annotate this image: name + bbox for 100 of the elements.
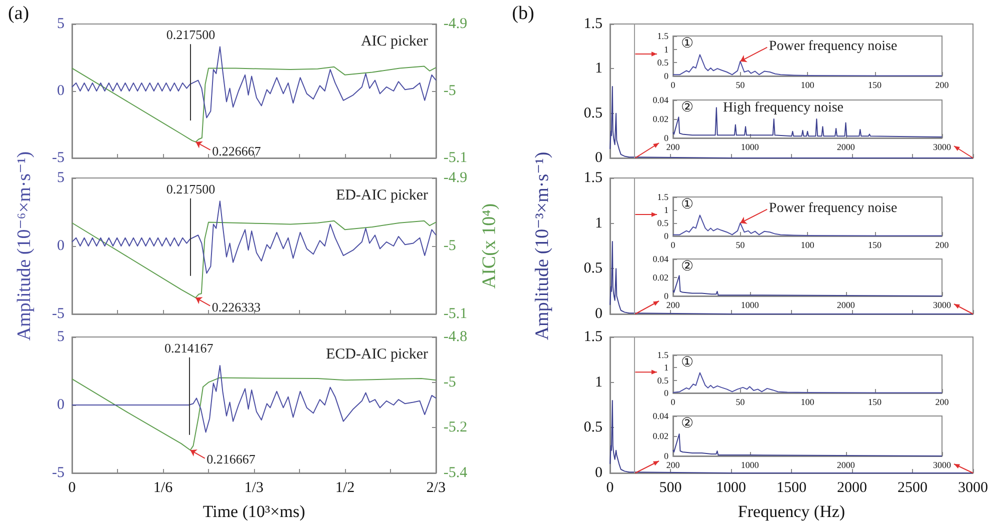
y2-tick-label: -5 <box>444 374 456 390</box>
y-tick-label: 0.5 <box>584 260 602 277</box>
annotation: ② <box>681 100 694 116</box>
y-tick-label: 0 <box>664 71 669 81</box>
y-tick-label: 0.02 <box>652 272 668 282</box>
x-tick-label: 2500 <box>898 480 928 496</box>
x-tick-label: 3000 <box>933 142 952 152</box>
ref-line-label: 0.217500 <box>166 27 216 42</box>
annotation: AIC picker <box>360 34 428 50</box>
annotation: ED-AIC picker <box>336 188 428 204</box>
x-tick-label: 0 <box>670 397 676 407</box>
x-tick-label: 200 <box>935 240 950 250</box>
x-tick-label: 3000 <box>933 300 952 310</box>
y-tick-label: 5 <box>57 170 64 186</box>
x-tick-label: 0 <box>670 80 676 90</box>
y2-tick-label: -5.2 <box>444 420 468 436</box>
annotation: ② <box>681 260 694 274</box>
ref-line-label: 0.217500 <box>166 181 216 196</box>
y2-tick-label: -5.1 <box>444 306 468 322</box>
x-tick-label: 2/3 <box>426 480 446 496</box>
y-tick-label: 0.5 <box>584 105 602 122</box>
ref-line-label: 0.214167 <box>164 340 214 356</box>
y-tick-label: -5 <box>52 306 64 322</box>
y-tick-label: 1 <box>664 44 668 54</box>
x-tick-label: 0 <box>606 480 614 496</box>
x-tick-label: 150 <box>868 397 882 407</box>
y-tick-label: 0.5 <box>584 420 602 436</box>
y-tick-label: -5 <box>52 465 64 481</box>
x-tick-label: 2000 <box>837 480 867 496</box>
y-tick-label: 0.04 <box>652 254 669 264</box>
x-tick-label: 1/3 <box>244 480 264 496</box>
y-tick-label: 0.02 <box>652 114 668 124</box>
annotation: ① <box>681 36 694 52</box>
x-tick-label: 150 <box>868 240 882 250</box>
y-axis-title: Amplitude (10⁻³×m·s⁻¹) <box>532 152 553 340</box>
annotation: 0.226333 <box>212 299 261 314</box>
y-tick-label: 1.5 <box>657 350 669 360</box>
y-tick-label: 1 <box>595 215 602 232</box>
x-tick-label: 3000 <box>958 480 988 496</box>
chart-title: (a) <box>8 3 30 24</box>
x-tick-label: 500 <box>659 480 682 496</box>
x-tick-label: 0 <box>670 240 676 250</box>
x-tick-label: 1500 <box>776 480 806 496</box>
annotation: 0.216667 <box>206 452 256 467</box>
x-tick-label: 50 <box>736 80 746 90</box>
y2-tick-label: -4.8 <box>444 329 468 345</box>
annotation: Power frequency noise <box>768 38 898 54</box>
y-axis-title: Amplitude (10⁻⁶×m·s⁻¹) <box>14 151 35 341</box>
x-tick-label: 1000 <box>740 460 760 470</box>
y-tick-label: 0.5 <box>657 218 669 228</box>
y-tick-label: 1.5 <box>584 170 602 186</box>
x-tick-label: 100 <box>800 240 815 250</box>
x-tick-label: 1/6 <box>153 480 174 496</box>
annotation: ① <box>681 356 694 370</box>
y-tick-label: 0 <box>664 451 669 461</box>
y-tick-label: 1 <box>595 374 602 390</box>
y-tick-label: 1.5 <box>657 192 669 202</box>
y-tick-label: 5 <box>57 16 64 32</box>
x-tick-label: 3000 <box>933 460 952 470</box>
y-tick-label: 1 <box>664 205 668 215</box>
annotation: Power frequency noise <box>768 200 898 216</box>
y-tick-label: 0.02 <box>652 431 668 441</box>
y2-tick-label: -5.4 <box>444 465 468 481</box>
x-tick-label: 0 <box>68 480 76 496</box>
y-tick-label: 1.5 <box>584 16 602 32</box>
x-tick-label: 50 <box>736 397 746 407</box>
x-tick-label: 200 <box>935 80 950 90</box>
y-tick-label: 0 <box>664 388 669 398</box>
y-tick-label: 1 <box>595 60 602 77</box>
y-tick-label: 1 <box>664 362 668 373</box>
x-tick-label: 2000 <box>836 142 856 152</box>
annotation: 0.226667 <box>212 143 262 158</box>
x-axis-title: Frequency (Hz) <box>738 502 846 521</box>
y2-tick-label: -4.9 <box>444 16 468 32</box>
y2-tick-label: -5 <box>444 83 456 99</box>
x-tick-label: 50 <box>736 240 746 250</box>
x-tick-label: 1/2 <box>335 480 355 496</box>
x-tick-label: 2000 <box>836 300 856 310</box>
x-tick-label: 1000 <box>716 480 746 496</box>
y-tick-label: 0.5 <box>657 375 669 386</box>
x-tick-label: 200 <box>666 142 680 152</box>
annotation: ECD-AIC picker <box>326 346 428 362</box>
annotation: High frequency noise <box>723 100 844 116</box>
x-tick-label: 150 <box>868 80 882 90</box>
chart-title: (b) <box>512 3 534 24</box>
annotation: ② <box>681 416 694 432</box>
x-tick-label: 2000 <box>836 460 856 470</box>
y-tick-label: -5 <box>52 150 64 166</box>
y-tick-label: 1.5 <box>657 31 669 41</box>
x-tick-label: 1000 <box>740 142 760 152</box>
x-tick-label: 200 <box>666 460 680 470</box>
x-tick-label: 200 <box>666 300 680 310</box>
y-tick-label: 0 <box>664 291 669 301</box>
y2-axis-title: AIC(x 10⁴) <box>479 203 500 289</box>
y-tick-label: 0.5 <box>657 58 669 68</box>
x-tick-label: 200 <box>935 397 950 407</box>
y-tick-label: 0 <box>664 133 669 143</box>
y2-tick-label: -5.1 <box>444 150 468 166</box>
y-tick-label: 0.04 <box>652 95 669 105</box>
x-axis-title: Time (10³×ms) <box>202 502 306 521</box>
